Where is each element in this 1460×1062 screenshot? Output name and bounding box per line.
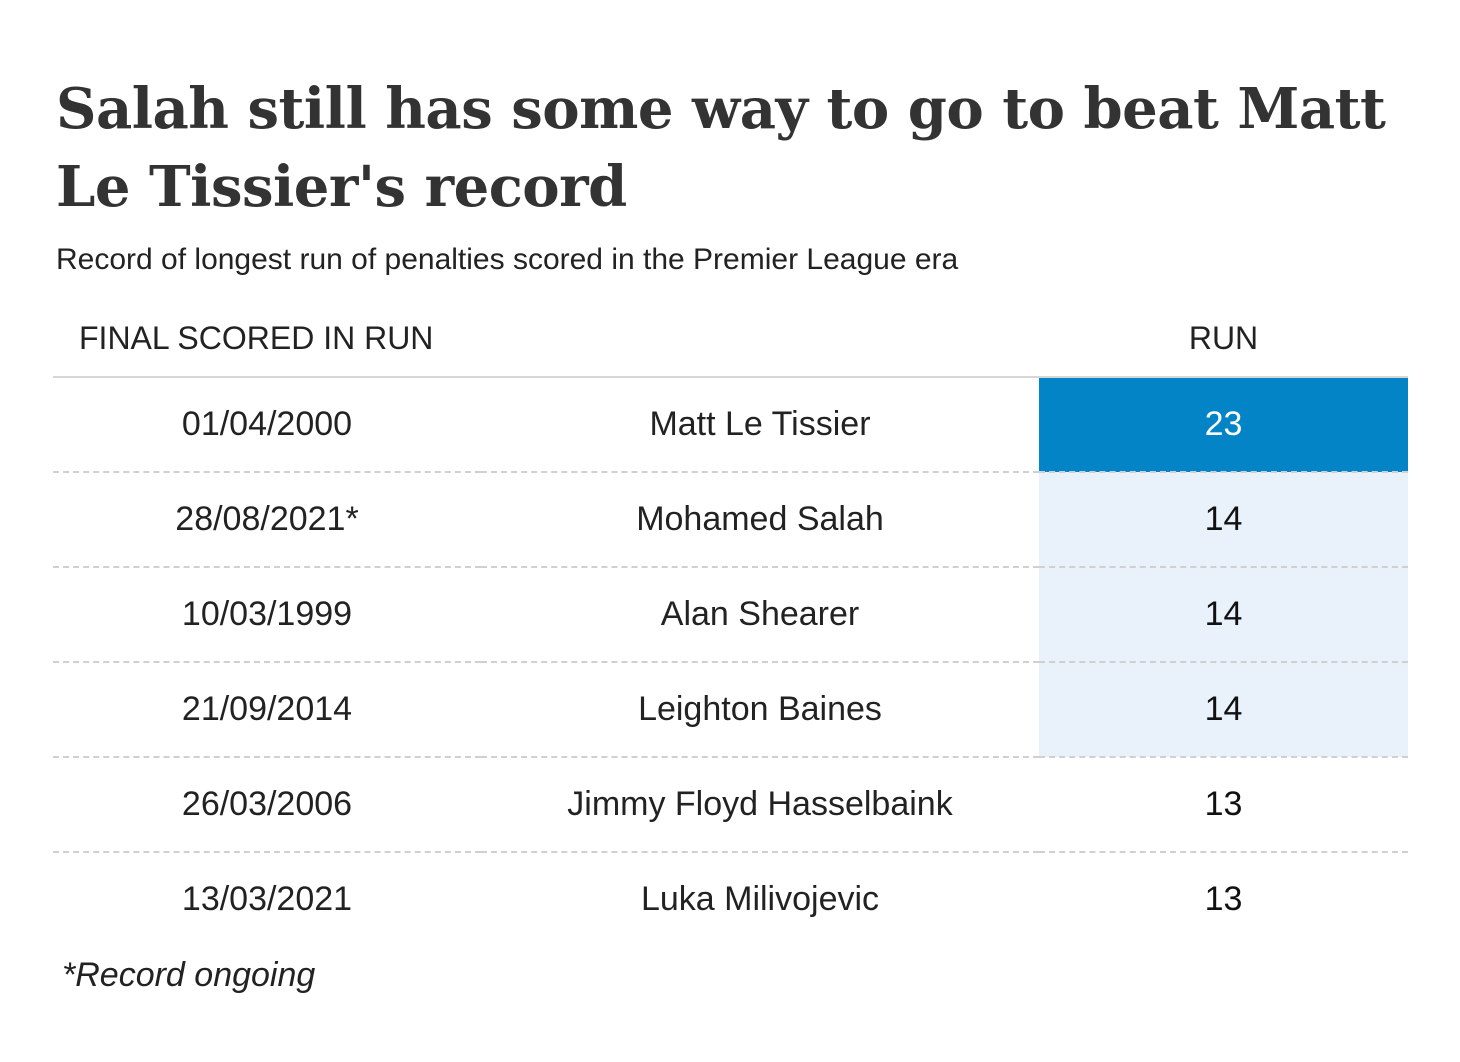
cell-run: 23 <box>1039 377 1408 473</box>
table-row: 26/03/2006 Jimmy Floyd Hasselbaink 13 <box>53 757 1408 853</box>
cell-date: 10/03/1999 <box>53 567 481 663</box>
data-table: FINAL SCORED IN RUN RUN 01/04/2000 Matt … <box>53 300 1408 946</box>
cell-date: 26/03/2006 <box>53 757 481 853</box>
table-row: 01/04/2000 Matt Le Tissier 23 <box>53 377 1408 473</box>
cell-date: 01/04/2000 <box>53 377 481 473</box>
cell-run: 13 <box>1204 880 1243 918</box>
table-row: 13/03/2021 Luka Milivojevic 13 <box>53 852 1408 946</box>
cell-run: 13 <box>1039 757 1408 853</box>
table-row: 28/08/2021* Mohamed Salah 14 <box>53 472 1408 568</box>
cell-run: 14 <box>1039 662 1408 758</box>
cell-player: Luka Milivojevic <box>640 880 880 918</box>
chart-subtitle: Record of longest run of penalties score… <box>56 243 959 276</box>
cell-date: 21/09/2014 <box>53 662 481 758</box>
cell-player: Alan Shearer <box>481 567 1039 663</box>
column-header-name[interactable] <box>481 300 1039 378</box>
cell-player: Matt Le Tissier <box>481 377 1039 473</box>
penalty-run-table: FINAL SCORED IN RUN RUN 01/04/2000 Matt … <box>53 300 1408 946</box>
table-row: 10/03/1999 Alan Shearer 14 <box>53 567 1408 663</box>
cell-date: 28/08/2021* <box>53 472 481 568</box>
chart-title: Salah still has some way to go to beat M… <box>56 76 1386 220</box>
cell-player: Jimmy Floyd Hasselbaink <box>481 757 1039 853</box>
cell-player: Mohamed Salah <box>481 472 1039 568</box>
column-header-date[interactable]: FINAL SCORED IN RUN <box>53 300 481 378</box>
cell-run: 14 <box>1039 472 1408 568</box>
header-row: FINAL SCORED IN RUN RUN <box>53 300 1408 378</box>
cell-player: Leighton Baines <box>481 662 1039 758</box>
cell-run: 14 <box>1039 567 1408 663</box>
footnote: *Record ongoing <box>62 956 316 994</box>
column-header-run[interactable]: RUN <box>1039 300 1408 378</box>
table-row: 21/09/2014 Leighton Baines 14 <box>53 662 1408 758</box>
cell-date: 13/03/2021 <box>181 880 353 918</box>
